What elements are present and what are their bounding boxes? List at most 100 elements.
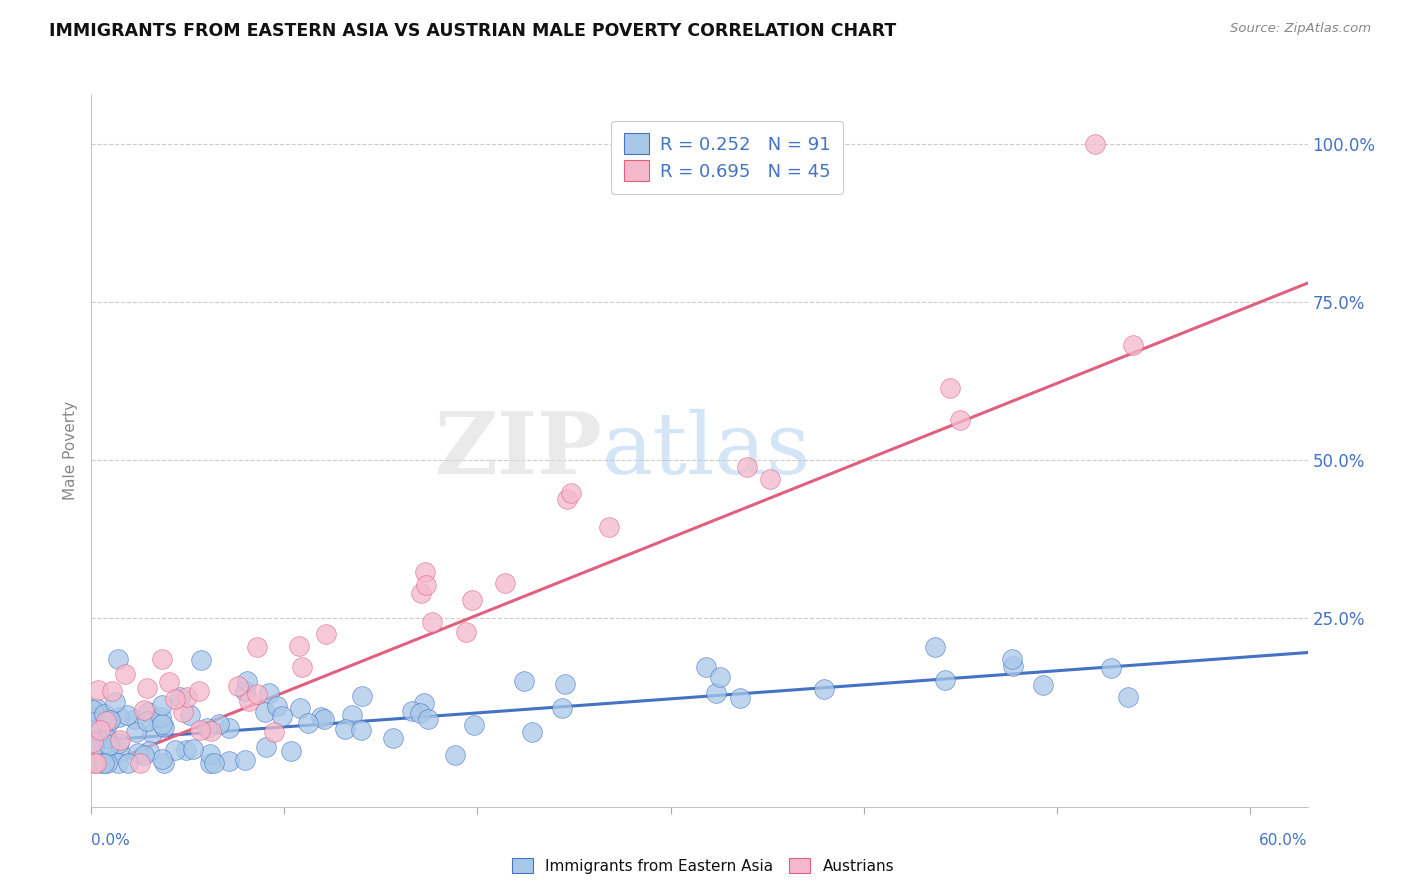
Point [150,752,173,766]
Point [256,739,278,754]
Point [420,615,443,629]
Point [235,684,257,698]
Point [555,491,578,506]
Point [138,744,160,758]
Point [94,714,117,728]
Point [560,486,582,500]
Point [152,720,174,734]
Text: 60.0%: 60.0% [1260,833,1308,847]
Point [150,717,173,731]
Point [350,723,373,738]
Point [198,756,221,770]
Point [86,731,108,745]
Point [233,753,256,767]
Point [695,659,717,673]
Point [924,640,946,655]
Point [409,586,432,600]
Point [730,690,752,705]
Point [163,692,186,706]
Point [333,722,356,736]
Point [176,690,198,704]
Point [297,715,319,730]
Point [290,701,312,715]
Point [87,683,110,698]
Point [127,746,149,760]
Point [1032,678,1054,692]
Point [84,714,107,729]
Point [101,683,124,698]
Point [288,640,311,654]
Point [188,723,211,738]
Point [83,756,105,770]
Point [89,707,111,722]
Point [263,725,285,739]
Text: ZIP: ZIP [434,409,602,492]
Point [153,756,176,770]
Point [1084,137,1107,152]
Point [124,712,146,726]
Point [202,756,225,770]
Point [107,756,129,770]
Point [1001,659,1024,673]
Point [1118,690,1140,704]
Point [181,742,204,756]
Point [238,694,260,708]
Point [1099,661,1122,675]
Point [1001,651,1024,665]
Y-axis label: Male Poverty: Male Poverty [63,401,79,500]
Point [149,710,172,724]
Point [513,674,536,689]
Point [108,732,131,747]
Point [176,743,198,757]
Point [460,593,482,607]
Point [96,717,118,731]
Point [125,724,148,739]
Point [141,725,163,739]
Text: IMMIGRANTS FROM EASTERN ASIA VS AUSTRIAN MALE POVERTY CORRELATION CHART: IMMIGRANTS FROM EASTERN ASIA VS AUSTRIAN… [49,22,897,40]
Point [463,718,485,732]
Point [280,744,302,758]
Point [659,137,682,152]
Point [107,651,129,665]
Point [813,681,835,696]
Point [413,696,436,710]
Point [759,472,782,486]
Point [290,660,312,674]
Point [89,723,111,738]
Point [939,381,962,395]
Point [94,731,117,745]
Legend: R = 0.252   N = 91, R = 0.695   N = 45: R = 0.252 N = 91, R = 0.695 N = 45 [612,120,844,194]
Point [494,576,516,591]
Point [150,652,173,666]
Point [114,667,136,681]
Point [598,520,620,534]
Point [254,705,277,719]
Point [551,701,574,715]
Point [110,746,132,760]
Point [520,725,543,739]
Point [82,703,104,717]
Point [454,624,477,639]
Point [709,670,731,684]
Point [136,705,159,719]
Point [949,413,972,427]
Point [554,677,576,691]
Text: atlas: atlas [602,409,811,492]
Point [259,686,281,700]
Point [96,731,118,745]
Point [266,699,288,714]
Point [381,731,404,745]
Point [86,756,108,770]
Point [190,652,212,666]
Point [136,714,159,728]
Point [350,690,373,704]
Point [235,674,257,689]
Point [93,756,115,770]
Point [179,708,201,723]
Point [97,738,120,752]
Point [136,681,159,695]
Point [108,710,131,724]
Point [413,565,436,579]
Point [93,706,115,721]
Point [218,754,240,768]
